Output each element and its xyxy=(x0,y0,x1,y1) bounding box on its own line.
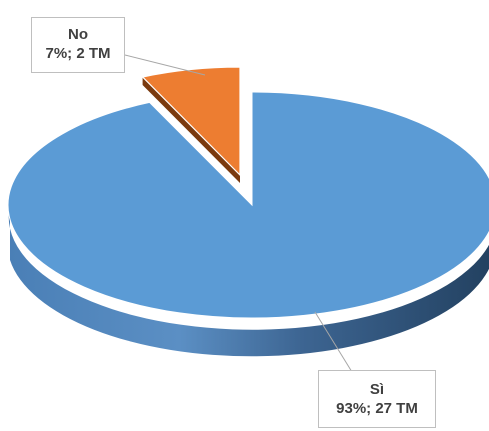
pie-slice-si xyxy=(7,91,489,319)
pie-slice-no xyxy=(141,66,241,177)
data-label-no-value: 7%; 2 TM xyxy=(45,45,111,62)
leader-line-no xyxy=(124,54,206,76)
leader-line-si xyxy=(314,311,353,373)
data-label-si: Sì 93%; 27 TM xyxy=(318,370,436,428)
data-label-si-category: Sì xyxy=(369,381,385,398)
data-label-si-value: 93%; 27 TM xyxy=(336,400,418,417)
data-label-no-category: No xyxy=(68,26,88,43)
pie-slice-si-side xyxy=(8,205,489,357)
pie-slice-no-side xyxy=(142,76,240,183)
data-label-no: No 7%; 2 TM xyxy=(31,17,125,73)
